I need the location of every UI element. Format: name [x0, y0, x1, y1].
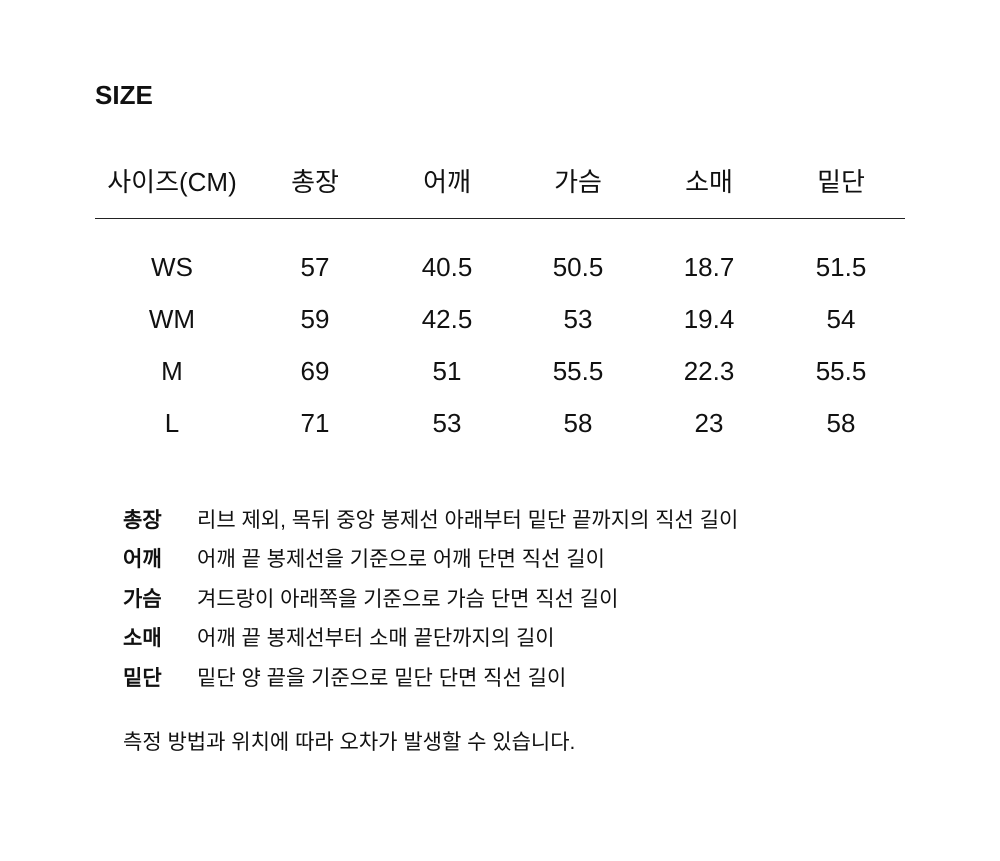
table-cell: 59 — [300, 304, 330, 334]
table-cell: 19.4 — [683, 304, 735, 334]
row-size-label: L — [164, 408, 180, 438]
table-cell: 23 — [694, 408, 724, 438]
header-divider — [95, 218, 905, 219]
column-header: 소매 — [685, 167, 733, 197]
row-size-label: WM — [148, 304, 196, 334]
column-header: 밑단 — [817, 167, 865, 197]
table-cell: 53 — [563, 304, 593, 334]
column-header: 어깨 — [423, 167, 471, 197]
note-item: 어깨 어깨 끝 봉제선을 기준으로 어깨 단면 직선 길이 — [123, 546, 605, 574]
note-text: 리브 제외, 목뒤 중앙 봉제선 아래부터 밑단 끝까지의 직선 길이 — [197, 509, 739, 532]
note-text: 밑단 양 끝을 기준으로 밑단 단면 직선 길이 — [197, 667, 567, 690]
table-cell: 40.5 — [421, 252, 473, 282]
note-label: 가슴 — [123, 588, 162, 611]
note-label: 밑단 — [123, 667, 162, 690]
column-header: 사이즈(CM) — [107, 167, 237, 197]
table-cell: 51.5 — [815, 252, 867, 282]
table-cell: 55.5 — [552, 356, 604, 386]
note-label: 소매 — [123, 627, 162, 650]
table-cell: 57 — [300, 252, 330, 282]
table-cell: 58 — [826, 408, 856, 438]
row-size-label: WS — [151, 252, 193, 282]
note-item: 총장 리브 제외, 목뒤 중앙 봉제선 아래부터 밑단 끝까지의 직선 길이 — [123, 507, 738, 535]
note-text: 어깨 끝 봉제선부터 소매 끝단까지의 길이 — [197, 627, 555, 650]
table-cell: 42.5 — [421, 304, 473, 334]
table-cell: 50.5 — [552, 252, 604, 282]
table-cell: 55.5 — [815, 356, 867, 386]
note-label: 어깨 — [123, 548, 162, 571]
note-item: 소매 어깨 끝 봉제선부터 소매 끝단까지의 길이 — [123, 625, 555, 653]
note-text: 겨드랑이 아래쪽을 기준으로 가슴 단면 직선 길이 — [197, 588, 619, 611]
table-cell: 51 — [432, 356, 462, 386]
table-cell: 22.3 — [683, 356, 735, 386]
table-cell: 58 — [563, 408, 593, 438]
table-cell: 69 — [300, 356, 330, 386]
table-cell: 18.7 — [683, 252, 735, 282]
table-cell: 54 — [826, 304, 856, 334]
note-text: 어깨 끝 봉제선을 기준으로 어깨 단면 직선 길이 — [197, 548, 605, 571]
note-item: 밑단 밑단 양 끝을 기준으로 밑단 단면 직선 길이 — [123, 665, 566, 693]
table-cell: 71 — [300, 408, 330, 438]
table-cell: 53 — [432, 408, 462, 438]
row-size-label: M — [161, 356, 183, 386]
column-header: 가슴 — [554, 167, 602, 197]
note-label: 총장 — [123, 509, 162, 532]
page-title: SIZE — [95, 80, 153, 110]
disclaimer: 측정 방법과 위치에 따라 오차가 발생할 수 있습니다. — [123, 731, 576, 754]
note-item: 가슴 겨드랑이 아래쪽을 기준으로 가슴 단면 직선 길이 — [123, 586, 618, 614]
column-header: 총장 — [291, 167, 339, 197]
